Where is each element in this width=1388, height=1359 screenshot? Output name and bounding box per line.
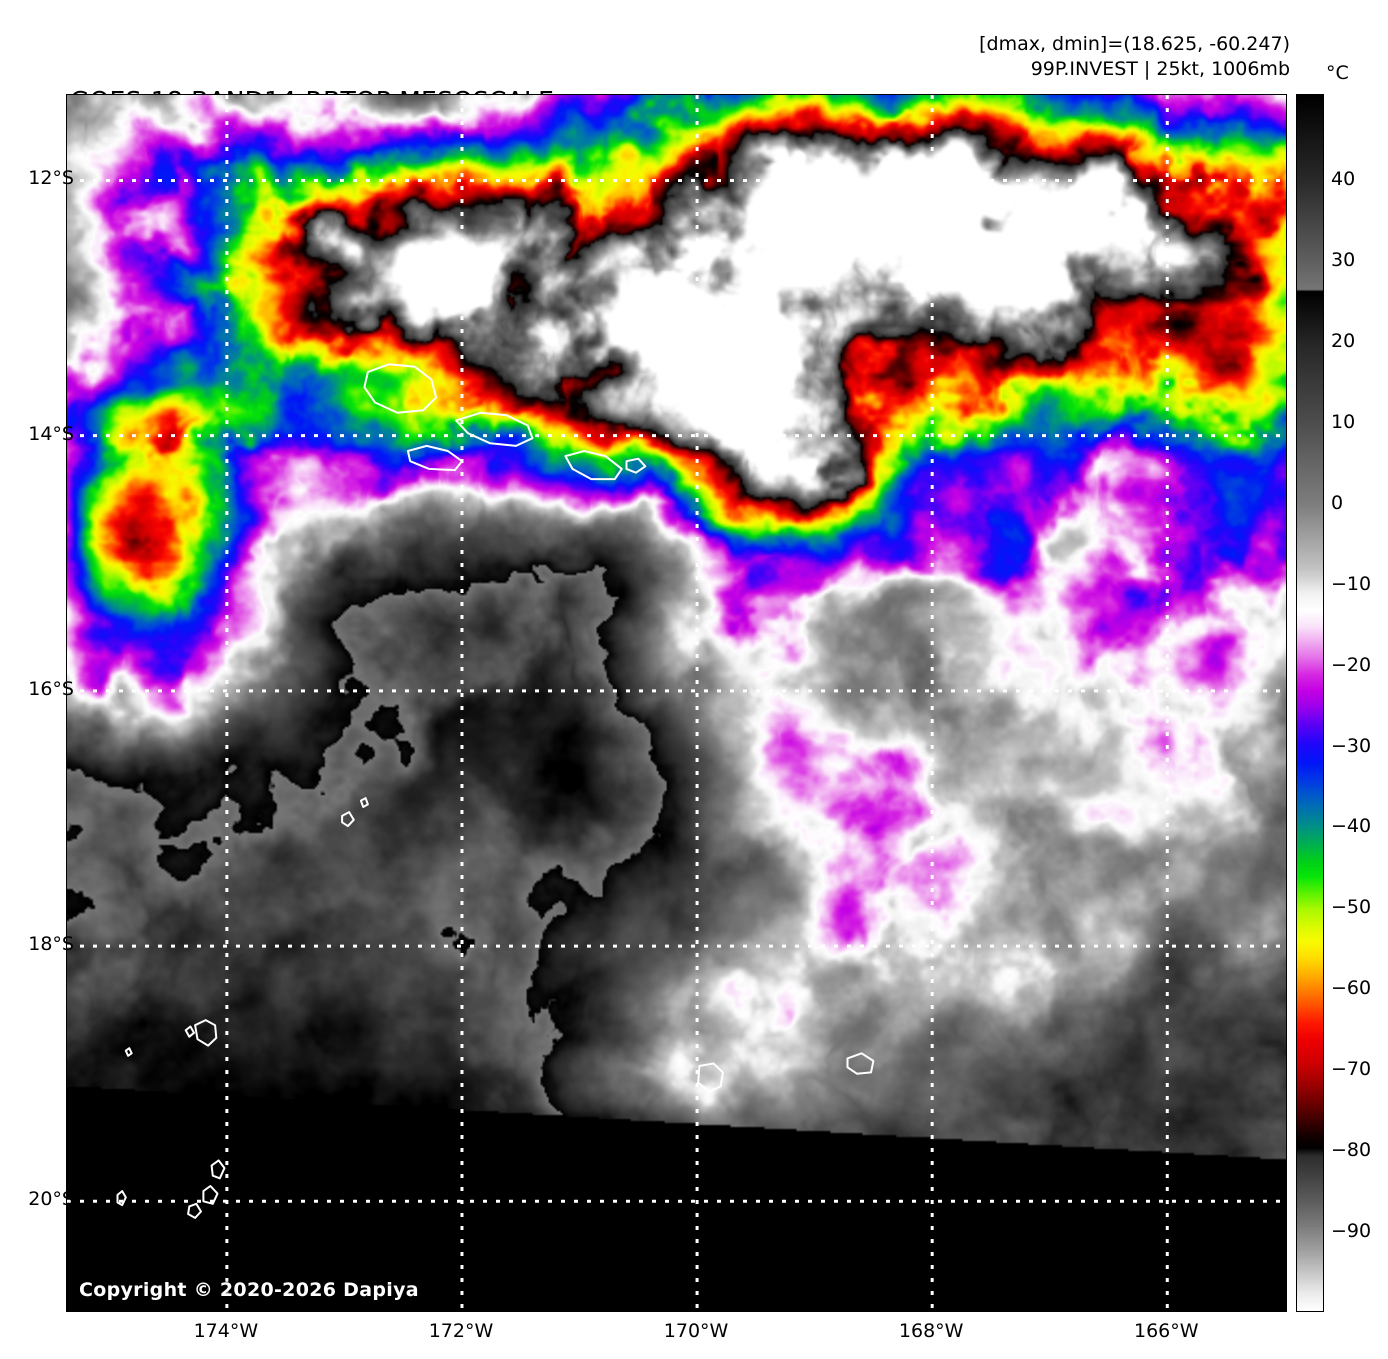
colorbar-gradient (1297, 95, 1323, 1311)
lat-lon-gridlines (67, 95, 1286, 1311)
colorbar-tick-0: 40 (1331, 167, 1356, 190)
lon-tick-label-4: 166°W (1133, 1320, 1199, 1342)
coastline-10 (202, 1185, 219, 1205)
colorbar-tick-9: −50 (1331, 896, 1372, 919)
coastline-13 (359, 797, 369, 808)
coastline-7 (124, 1047, 133, 1057)
colorbar-tick-3: 10 (1331, 410, 1356, 433)
lat-tick-label-4: 20°S (28, 1188, 74, 1211)
lat-tick-label-0: 12°S (28, 167, 74, 190)
colorbar-tick-6: −20 (1331, 653, 1372, 676)
satellite-image-plot[interactable]: Copyright © 2020-2026 Dapiya (66, 94, 1287, 1312)
lat-tick-label-2: 16°S (28, 677, 74, 700)
lon-tick-label-1: 172°W (428, 1320, 494, 1342)
coastline-12 (341, 811, 355, 828)
coastline-5 (194, 1019, 218, 1047)
lon-tick-label-0: 174°W (193, 1320, 259, 1342)
colorbar-tick-10: −60 (1331, 977, 1372, 1000)
coastline-1 (455, 411, 534, 447)
coastline-2 (564, 450, 623, 481)
copyright-label: Copyright © 2020-2026 Dapiya (79, 1279, 419, 1301)
coastline-4 (697, 1062, 724, 1093)
colorbar-tick-2: 20 (1331, 329, 1356, 352)
coastline-0 (363, 363, 438, 414)
colorbar-tick-4: 0 (1331, 491, 1344, 514)
data-range-label: [dmax, dmin]=(18.625, -60.247) (979, 33, 1290, 55)
plot-clip (67, 95, 1286, 1311)
lon-tick-label-2: 170°W (663, 1320, 729, 1342)
metadata-block: [dmax, dmin]=(18.625, -60.247) 99P.INVES… (979, 32, 1290, 82)
coastline-14 (846, 1052, 875, 1075)
coastline-11 (187, 1202, 202, 1219)
coastline-15 (406, 444, 463, 472)
coastline-9 (210, 1159, 226, 1180)
colorbar-tick-11: −70 (1331, 1058, 1372, 1081)
satellite-imagery-canvas (67, 95, 1286, 1311)
coastline-6 (184, 1025, 195, 1038)
colorbar-tick-13: −90 (1331, 1220, 1372, 1243)
colorbar-tick-7: −30 (1331, 734, 1372, 757)
storm-info-label: 99P.INVEST | 25kt, 1006mb (1030, 58, 1290, 80)
coastline-3 (625, 457, 647, 474)
coastline-overlay (116, 363, 875, 1219)
lon-tick-label-3: 168°W (898, 1320, 964, 1342)
colorbar-tick-1: 30 (1331, 248, 1356, 271)
colorbar-tick-12: −80 (1331, 1139, 1372, 1162)
colorbar-tick-5: −10 (1331, 572, 1372, 595)
coastline-8 (116, 1190, 127, 1207)
lat-tick-label-1: 14°S (28, 422, 74, 445)
temperature-colorbar[interactable] (1296, 94, 1324, 1312)
colorbar-unit-label: °C (1326, 62, 1349, 84)
colorbar-tick-8: −40 (1331, 815, 1372, 838)
lat-tick-label-3: 18°S (28, 933, 74, 956)
